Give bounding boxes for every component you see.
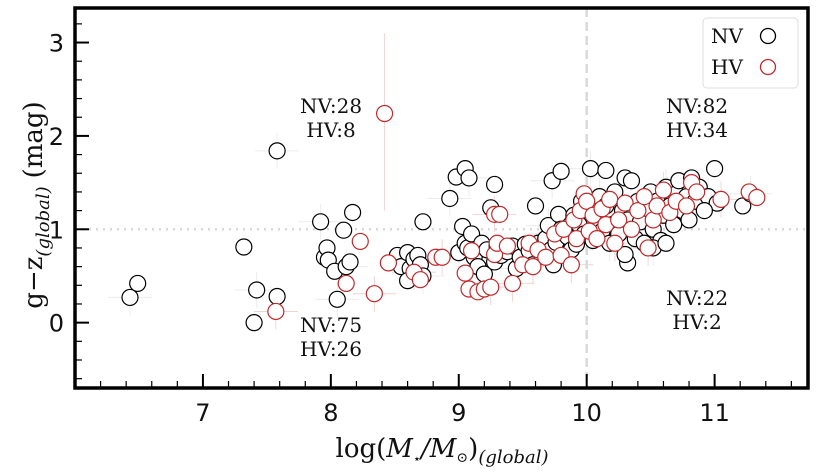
data-point-nv <box>341 253 359 271</box>
quadrant-label-lower-left-hv: HV:26 <box>300 337 362 361</box>
data-point-nv <box>328 290 346 308</box>
data-point-nv <box>597 161 615 180</box>
legend: NV HV <box>702 17 799 89</box>
data-point-hv <box>622 220 641 238</box>
data-point-hv <box>411 271 429 289</box>
legend-label-nv: NV <box>711 24 744 48</box>
x-tick-labels: 7 8 9 10 11 <box>195 399 730 427</box>
legend-label-hv: HV <box>711 55 743 79</box>
data-point-nv <box>245 314 263 332</box>
data-point-nv <box>734 197 752 215</box>
data-point-hv <box>688 183 706 201</box>
data-point-nv <box>706 159 724 178</box>
data-point-nv <box>680 211 698 229</box>
data-point-hv <box>503 274 522 293</box>
data-point-nv <box>549 205 568 223</box>
data-point-hv <box>567 230 586 248</box>
data-point-hv <box>616 194 634 212</box>
data-point-hv <box>433 248 451 266</box>
y-tick-labels: 0 1 2 3 <box>49 30 64 338</box>
data-points <box>121 104 766 332</box>
y-tick-label: 0 <box>49 310 64 338</box>
data-point-nv <box>552 162 570 180</box>
quadrant-label-lower-right-nv: NV:22 <box>666 286 728 310</box>
data-point-hv <box>562 256 580 274</box>
data-point-hv <box>601 190 619 209</box>
data-point-hv <box>677 197 696 215</box>
data-point-nv <box>312 213 330 231</box>
data-point-nv <box>268 142 286 160</box>
quadrant-label-lower-left-nv: NV:75 <box>300 313 362 337</box>
x-tick-label: 10 <box>571 399 602 427</box>
data-point-hv <box>635 187 653 206</box>
data-point-nv <box>248 281 266 299</box>
data-point-hv <box>379 254 398 272</box>
data-point-hv <box>610 211 628 229</box>
data-point-nv <box>695 202 713 220</box>
data-point-hv <box>639 239 657 257</box>
data-point-hv <box>606 234 624 252</box>
data-point-nv <box>129 274 147 293</box>
data-point-hv <box>351 232 369 251</box>
data-point-hv <box>588 230 606 248</box>
data-point-nv <box>622 172 641 190</box>
data-point-nv <box>657 234 675 252</box>
data-point-hv <box>712 190 730 209</box>
quadrant-label-upper-left-hv: HV:8 <box>306 118 355 142</box>
quadrant-label-upper-right-nv: NV:82 <box>666 94 728 118</box>
data-point-hv <box>748 188 766 207</box>
data-point-nv <box>441 189 459 208</box>
quadrant-label-upper-right-hv: HV:34 <box>666 118 728 142</box>
plot-frame <box>73 6 810 390</box>
data-point-hv <box>375 104 394 123</box>
y-axis-title: g−z(global)(mag) <box>19 101 54 308</box>
data-point-hv <box>537 248 555 266</box>
data-point-nv <box>460 169 478 187</box>
data-point-nv <box>235 238 253 256</box>
data-point-nv <box>335 221 353 239</box>
data-point-nv <box>485 175 504 194</box>
x-tick-label: 8 <box>323 399 338 427</box>
data-point-hv <box>482 278 500 296</box>
data-point-hv <box>456 264 474 282</box>
y-tick-label: 2 <box>49 123 64 151</box>
data-point-hv <box>365 285 383 303</box>
x-tick-label: 11 <box>699 399 730 427</box>
data-point-hv <box>654 181 673 199</box>
data-point-nv <box>526 197 545 215</box>
data-point-hv <box>337 274 355 293</box>
data-point-hv <box>498 237 516 255</box>
data-point-nv <box>616 245 634 264</box>
y-tick-label: 1 <box>49 216 64 244</box>
data-point-hv <box>524 258 542 276</box>
data-point-nv <box>414 213 432 231</box>
data-point-hv <box>578 192 596 210</box>
data-point-nv <box>581 159 600 178</box>
data-point-nv <box>268 287 286 306</box>
y-tick-label: 3 <box>49 30 64 58</box>
legend-marker-nv <box>759 27 777 45</box>
data-point-hv <box>629 202 647 220</box>
data-point-nv <box>343 203 362 222</box>
data-point-hv <box>267 302 285 321</box>
x-tick-label: 7 <box>195 399 210 427</box>
x-tick-label: 9 <box>451 399 466 427</box>
data-point-hv <box>462 242 481 260</box>
x-axis-title: log(M⋆/M⊙)(global) <box>336 434 549 468</box>
quadrant-label-lower-right-hv: HV:2 <box>672 310 721 334</box>
quadrant-label-upper-left-nv: NV:28 <box>300 94 362 118</box>
data-point-hv <box>491 205 509 223</box>
data-point-nv <box>121 288 139 307</box>
legend-marker-hv <box>759 58 777 76</box>
quadrant-annotations: NV:28 HV:8 NV:75 HV:26 NV:82 HV:34 NV:22… <box>300 94 728 361</box>
